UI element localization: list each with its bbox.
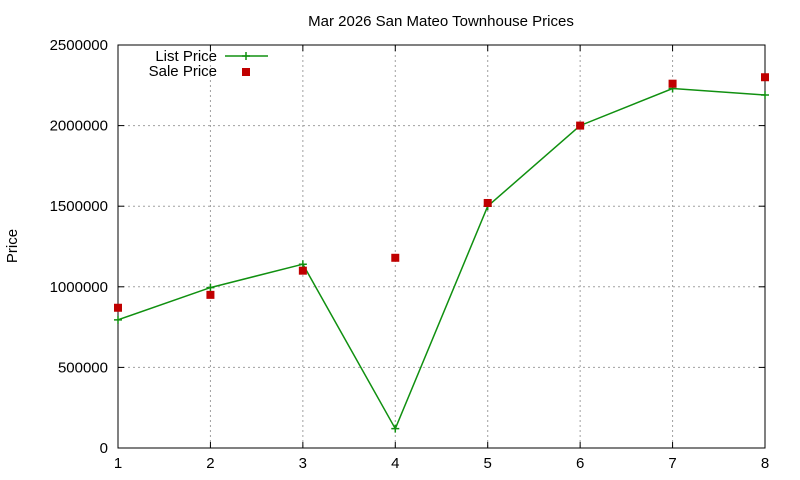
x-tick-label: 1 — [114, 455, 122, 472]
x-tick-label: 6 — [576, 455, 584, 472]
sale-price-point — [114, 303, 122, 312]
y-tick-label: 2000000 — [50, 118, 108, 135]
x-tick-labels: 1 2 3 4 5 6 7 8 — [114, 45, 769, 472]
y-tick-label: 2500000 — [50, 37, 108, 54]
list-price-point — [206, 283, 215, 292]
y-tick-label: 0 — [100, 440, 108, 457]
series-layer — [114, 73, 769, 433]
legend-label-sale-price: Sale Price — [149, 63, 217, 80]
y-tick-label: 500000 — [58, 359, 108, 376]
x-tick-label: 8 — [761, 455, 769, 472]
plot-frame — [117, 44, 766, 449]
x-tick-label: 5 — [484, 455, 492, 472]
grid-lines — [118, 45, 765, 448]
y-tick-label: 1000000 — [50, 279, 108, 296]
series-line-list-price — [117, 87, 766, 431]
x-tick-label: 2 — [206, 455, 214, 472]
sale-price-point — [668, 79, 677, 88]
list-price-point — [114, 315, 122, 324]
list-price-point — [391, 424, 400, 433]
sale-price-point — [483, 198, 492, 207]
sale-price-point — [576, 121, 585, 130]
sale-price-point — [298, 266, 307, 275]
sale-price-point — [761, 73, 769, 82]
x-tick-label: 4 — [391, 455, 399, 472]
y-tick-label: 1500000 — [50, 198, 108, 215]
legend-marker-list-price — [242, 52, 250, 60]
legend: List Price Sale Price — [149, 48, 268, 80]
sale-price-point — [391, 253, 400, 262]
x-tick-label: 7 — [668, 455, 676, 472]
sale-price-point — [206, 290, 215, 299]
y-axis-label: Price — [4, 229, 21, 263]
chart-title: Mar 2026 San Mateo Townhouse Prices — [308, 13, 574, 30]
x-tick-label: 3 — [299, 455, 307, 472]
y-tick-labels: 0 500000 1000000 1500000 2000000 2500000 — [50, 37, 765, 457]
legend-label-list-price: List Price — [155, 48, 217, 65]
legend-marker-sale-price — [242, 68, 250, 76]
list-price-point — [761, 90, 769, 99]
